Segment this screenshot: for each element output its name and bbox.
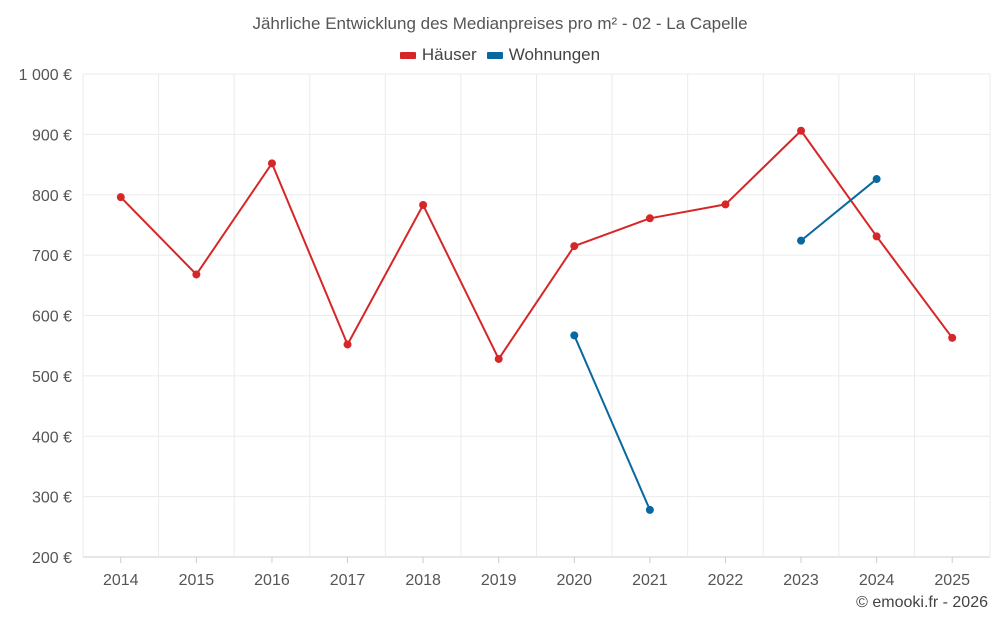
credit-text: © emooki.fr - 2026	[856, 594, 988, 611]
series-line-wohnungen	[800, 178, 878, 242]
legend-item-wohnungen[interactable]: Wohnungen	[486, 45, 601, 65]
data-point-haeuser	[721, 200, 730, 209]
data-point-haeuser	[116, 193, 125, 202]
data-point-haeuser	[570, 242, 579, 251]
legend-swatch-haeuser	[399, 51, 416, 59]
data-point-haeuser	[419, 201, 428, 210]
y-tick-label: 500 €	[32, 369, 72, 386]
x-tick-label: 2021	[632, 572, 668, 589]
data-point-wohnungen	[797, 236, 806, 245]
x-tick-label: 2025	[934, 572, 970, 589]
y-tick-label: 1 000 €	[19, 67, 72, 84]
y-tick-label: 900 €	[32, 127, 72, 144]
x-tick-label: 2016	[254, 572, 290, 589]
data-point-wohnungen	[645, 505, 654, 514]
y-tick-label: 700 €	[32, 248, 72, 265]
data-point-haeuser	[267, 159, 276, 168]
legend-item-haeuser[interactable]: Häuser	[399, 45, 477, 65]
data-point-haeuser	[948, 333, 957, 342]
legend-swatch-wohnungen	[486, 51, 503, 59]
x-tick-label: 2018	[405, 572, 441, 589]
y-tick-label: 300 €	[32, 490, 72, 507]
y-tick-label: 800 €	[32, 188, 72, 205]
data-point-haeuser	[494, 354, 503, 363]
y-tick-label: 600 €	[32, 309, 72, 326]
x-tick-label: 2015	[179, 572, 215, 589]
data-point-haeuser	[343, 340, 352, 349]
x-tick-label: 2023	[783, 572, 819, 589]
x-tick-label: 2020	[556, 572, 592, 589]
x-tick-label: 2022	[708, 572, 744, 589]
data-point-wohnungen	[872, 175, 881, 184]
x-tick-label: 2024	[859, 572, 895, 589]
x-tick-label: 2014	[103, 572, 139, 589]
chart-title: Jährliche Entwicklung des Medianpreises …	[252, 14, 748, 33]
data-point-haeuser	[797, 126, 806, 135]
legend: Häuser Wohnungen	[0, 45, 1000, 65]
legend-label-haeuser: Häuser	[421, 45, 477, 64]
y-tick-label: 200 €	[32, 550, 72, 567]
x-tick-label: 2017	[330, 572, 366, 589]
legend-label-wohnungen: Wohnungen	[508, 45, 601, 64]
data-point-haeuser	[645, 214, 654, 223]
x-tick-label: 2019	[481, 572, 517, 589]
data-point-wohnungen	[570, 331, 579, 340]
y-tick-label: 400 €	[32, 429, 72, 446]
data-point-haeuser	[192, 270, 201, 279]
series-line-haeuser	[120, 129, 954, 360]
data-point-haeuser	[872, 232, 881, 241]
series-line-wohnungen	[573, 335, 651, 511]
